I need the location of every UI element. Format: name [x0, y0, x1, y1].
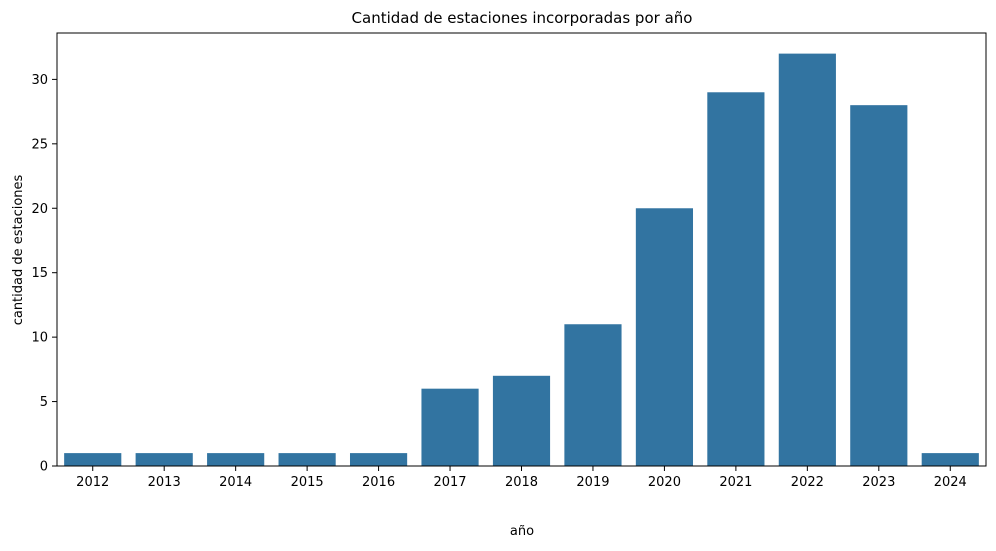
- x-tick-label-2017: 2017: [433, 475, 466, 490]
- x-tick-label-2016: 2016: [362, 475, 395, 490]
- chart-title: Cantidad de estaciones incorporadas por …: [352, 9, 693, 27]
- x-tick-label-2019: 2019: [576, 475, 609, 490]
- y-tick-label-15: 15: [31, 266, 48, 281]
- y-tick-label-25: 25: [31, 137, 48, 152]
- x-tick-label-2012: 2012: [76, 475, 109, 490]
- bar-2016: [349, 453, 408, 466]
- plot-frame: [56, 32, 987, 467]
- x-tick-label-2014: 2014: [219, 475, 252, 490]
- y-tick-label-30: 30: [31, 73, 48, 88]
- bar-2017: [421, 388, 479, 466]
- bar-2021: [707, 92, 765, 467]
- y-tick-label-10: 10: [31, 331, 48, 346]
- bar-2018: [492, 375, 551, 466]
- y-tick-label-20: 20: [31, 202, 48, 217]
- x-tick-label-2018: 2018: [505, 475, 538, 490]
- x-tick-label-2013: 2013: [148, 475, 181, 490]
- bar-2019: [564, 324, 622, 466]
- bar-2020: [635, 208, 694, 466]
- x-tick-label-2015: 2015: [291, 475, 324, 490]
- bar-2015: [278, 453, 336, 466]
- x-axis-label: año: [510, 524, 534, 539]
- x-axis-ticks: 2012 2013 2014 2015 2016 2017 2018 2019 2020 2021…: [76, 466, 967, 490]
- y-tick-label-5: 5: [40, 395, 48, 410]
- bar-2012: [64, 453, 122, 466]
- x-tick-label-2020: 2020: [648, 475, 681, 490]
- x-tick-label-2024: 2024: [934, 475, 967, 490]
- bar-2023: [850, 105, 908, 467]
- y-axis-label: cantidad de estaciones: [11, 174, 26, 325]
- y-tick-label-0: 0: [40, 460, 48, 475]
- bar-2014: [207, 453, 265, 466]
- x-tick-label-2021: 2021: [719, 475, 752, 490]
- bars-group: [64, 53, 979, 467]
- x-tick-label-2023: 2023: [862, 475, 895, 490]
- bar-2013: [135, 453, 193, 466]
- x-tick-label-2022: 2022: [791, 475, 824, 490]
- y-axis-ticks: 0 5 10 15 20 25 30: [31, 73, 57, 475]
- bar-2022: [778, 53, 836, 466]
- bar-2024: [921, 453, 979, 466]
